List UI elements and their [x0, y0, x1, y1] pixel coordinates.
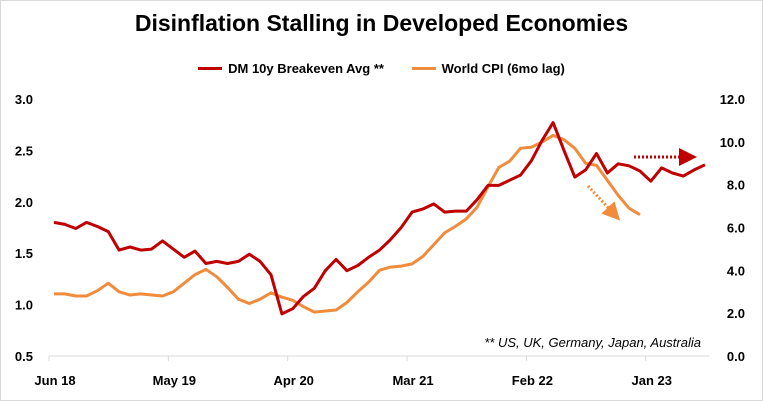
- y-right-tick-label: 8.0: [727, 178, 745, 193]
- y-right-tick-label: 4.0: [727, 263, 745, 278]
- x-tick-label: Mar 21: [392, 373, 433, 388]
- series-line-world-cpi: [54, 133, 641, 314]
- legend-swatch-cpi: [411, 67, 436, 70]
- footnote: ** US, UK, Germany, Japan, Australia: [484, 335, 701, 350]
- chart-title: Disinflation Stalling in Developed Econo…: [134, 10, 629, 36]
- legend-item-cpi: World CPI (6mo lag): [411, 61, 565, 76]
- legend: DM 10y Breakeven Avg ** World CPI (6mo l…: [0, 58, 763, 76]
- y-right-tick-label: 10.0: [720, 135, 745, 150]
- legend-label-cpi: World CPI (6mo lag): [441, 61, 565, 76]
- series-line-dm-breakeven: [53, 121, 706, 316]
- x-tick-label: Jun 18: [34, 373, 75, 388]
- y-right-tick-label: 6.0: [727, 221, 745, 236]
- x-tick-label: Feb 22: [512, 373, 553, 388]
- y-right-tick-label: 2.0: [727, 306, 745, 321]
- y-right-tick-label: 0.0: [727, 349, 745, 364]
- y-right-tick-label: 12.0: [720, 92, 745, 107]
- y-left-tick-label: 1.5: [15, 246, 33, 261]
- legend-swatch-breakeven: [198, 67, 223, 70]
- trend-arrow-cpi: [586, 184, 621, 221]
- legend-label-breakeven: DM 10y Breakeven Avg **: [228, 61, 384, 76]
- y-left-tick-label: 2.0: [15, 195, 33, 210]
- x-tick-label: Apr 20: [273, 373, 313, 388]
- y-left-tick-label: 2.5: [15, 143, 33, 158]
- y-left-tick-label: 3.0: [15, 92, 33, 107]
- legend-item-breakeven: DM 10y Breakeven Avg **: [198, 61, 384, 76]
- y-left-tick-label: 1.0: [15, 298, 33, 313]
- x-tick-label: Jan 23: [632, 373, 672, 388]
- x-tick-label: May 19: [153, 373, 196, 388]
- y-left-tick-label: 0.5: [15, 349, 33, 364]
